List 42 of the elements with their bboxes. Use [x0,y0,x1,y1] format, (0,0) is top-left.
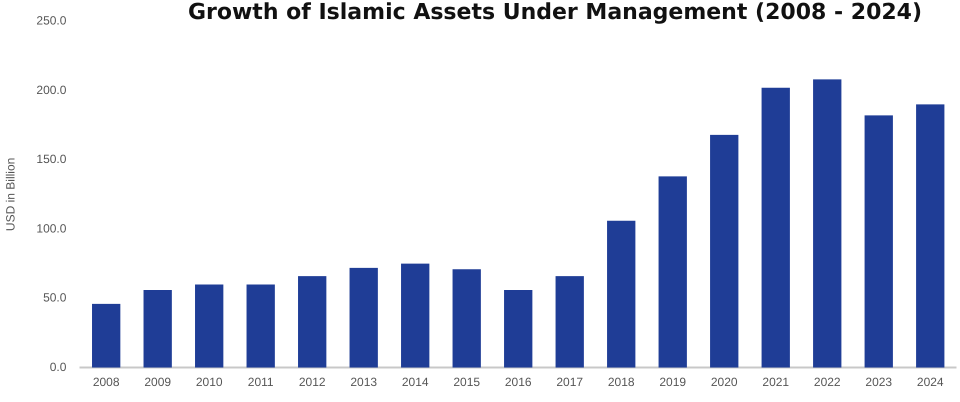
x-tick-label: 2017 [556,375,584,390]
x-tick-label: 2011 [248,375,274,390]
x-tick-label: 2016 [504,375,532,390]
x-tick-label: 2013 [350,375,378,390]
y-tick-label: 150.0 [36,152,67,166]
bar [350,268,378,368]
y-tick-label: 50.0 [43,290,67,305]
x-tick-label: 2014 [402,375,429,390]
x-tick-label: 2010 [196,375,223,390]
bar [246,284,275,368]
bar [298,276,326,368]
bar [401,264,430,368]
chart-title: Growth of Islamic Assets Under Management (2008 - 2024) [186,0,924,25]
x-tick-label: 2021 [762,375,790,390]
y-tick-label: 100.0 [36,221,67,236]
y-axis-title: USD in Billion [4,158,18,232]
x-tick-label: 2015 [453,375,480,390]
y-tick-label: 250.0 [36,14,67,28]
x-tick-label: 2018 [608,375,635,390]
bar [710,134,738,368]
x-tick-label: 2019 [659,375,686,390]
bar [813,79,842,368]
bar [504,290,532,368]
bar [144,290,172,368]
bar [607,220,636,368]
x-tick-label: 2023 [865,375,892,390]
bar [452,269,481,368]
bar [916,104,944,368]
bar [92,304,120,368]
x-tick-label: 2009 [144,375,172,390]
bar [195,284,224,368]
bar [658,176,687,368]
y-tick-label: 0.0 [50,360,67,374]
x-tick-label: 2012 [298,375,326,390]
x-tick-label: 2020 [710,375,738,390]
y-tick-label: 200.0 [36,82,67,97]
bar [762,88,790,368]
bar [556,276,584,368]
x-tick-label: 2024 [916,375,944,390]
bar [864,115,893,368]
x-tick-label: 2008 [92,375,120,390]
x-tick-label: 2022 [814,375,841,390]
